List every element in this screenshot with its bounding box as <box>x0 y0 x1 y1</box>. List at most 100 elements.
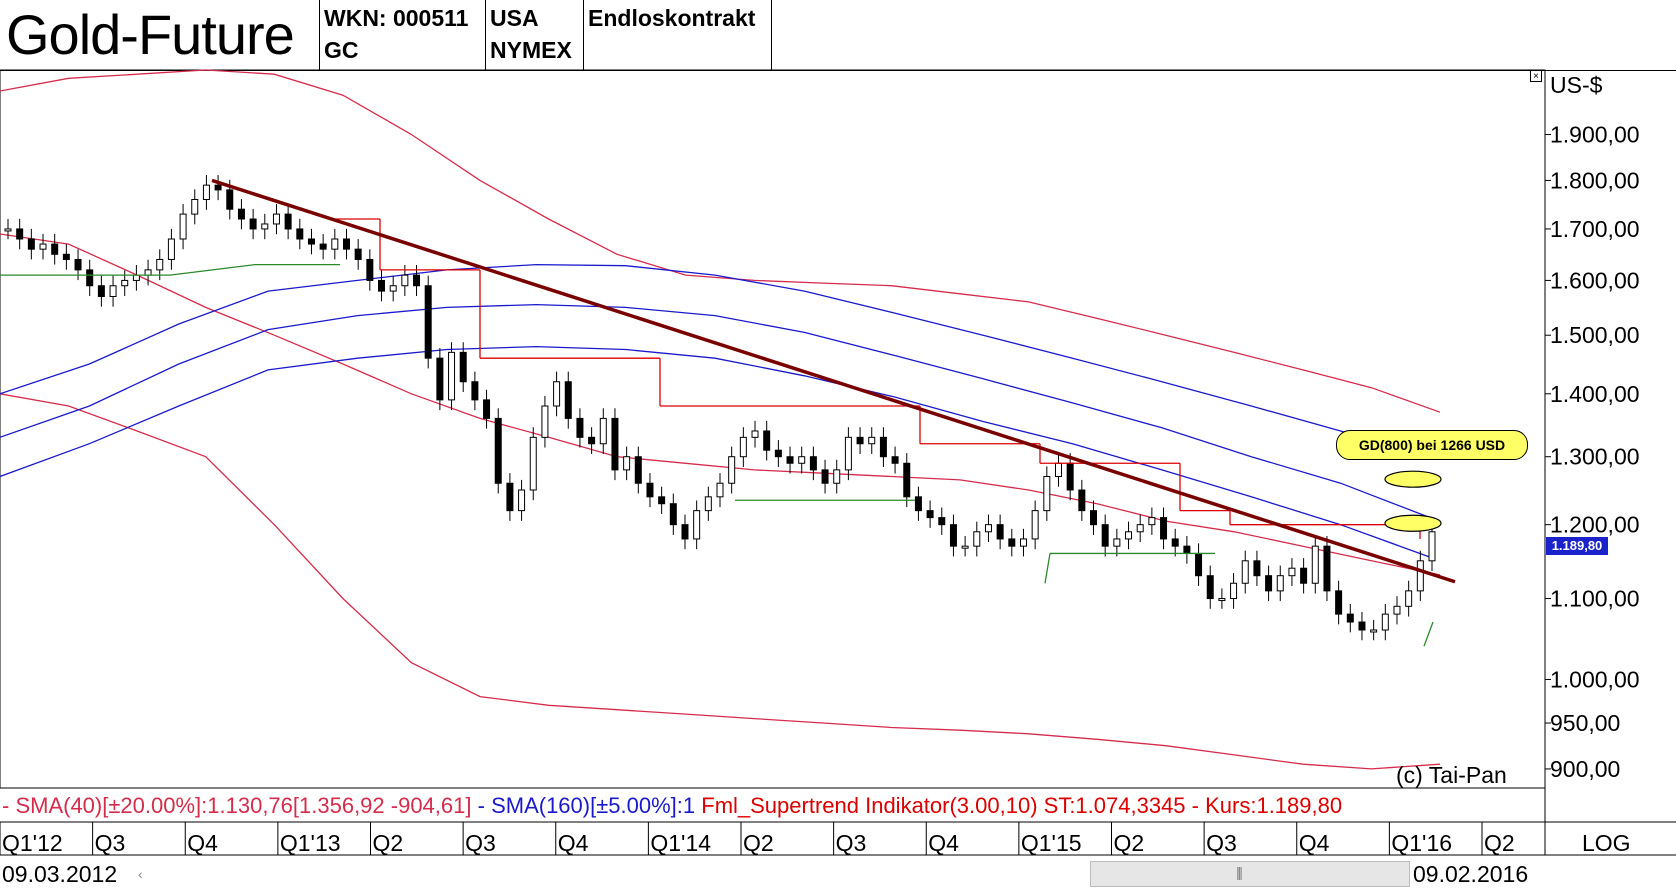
candle-body <box>1300 567 1308 584</box>
x-tick-label: Q3 <box>94 830 126 856</box>
x-tick-label: Q3 <box>835 830 867 856</box>
candle-body <box>506 482 514 512</box>
candle-body <box>599 417 607 445</box>
candle-body <box>984 524 992 533</box>
candle-body <box>1241 560 1249 584</box>
candle-body <box>1416 560 1424 592</box>
candle-body <box>949 524 957 547</box>
candle-body <box>272 213 280 225</box>
candle-body <box>739 436 747 458</box>
candle-body <box>879 436 887 458</box>
x-tick-label: Q1'13 <box>279 830 341 856</box>
candle-body <box>1136 524 1144 533</box>
candle-body <box>1090 510 1098 526</box>
candle-body <box>996 524 1004 540</box>
candle-body <box>763 430 771 451</box>
candle-body <box>1148 517 1156 526</box>
x-tick-label: Q3 <box>1206 830 1237 856</box>
candle-body <box>156 258 164 271</box>
y-tick-label: 1.600,00 <box>1550 267 1640 293</box>
candle-body <box>27 238 35 250</box>
wkn-cell: WKN: 000511 GC <box>320 0 486 70</box>
candle-body <box>1183 545 1191 554</box>
y-tick-label: 1.800,00 <box>1550 167 1640 193</box>
candle-body <box>809 456 817 471</box>
x-tick-label: Q2 <box>372 830 404 856</box>
candle-body <box>144 269 152 276</box>
x-tick-label: Q2 <box>1484 830 1515 856</box>
candle-body <box>1008 538 1016 547</box>
sma40-upper-band <box>0 69 1441 413</box>
candle-body <box>1323 545 1331 592</box>
candle-body <box>226 189 234 210</box>
y-tick-label: 1.900,00 <box>1550 122 1640 148</box>
y-tick-label: 1.500,00 <box>1550 322 1640 348</box>
candle-body <box>86 269 94 287</box>
y-tick-label: 1.000,00 <box>1550 666 1640 692</box>
instrument-title: Gold-Future <box>0 0 320 70</box>
log-scale-toggle[interactable]: LOG <box>1582 830 1631 856</box>
candle-body <box>436 357 444 401</box>
current-price-tag: 1.189,80 <box>1546 537 1608 555</box>
candle-body <box>1405 590 1413 607</box>
sma160-lower-band <box>0 345 1431 558</box>
candle-body <box>914 496 922 512</box>
country-label: USA <box>490 5 539 31</box>
candle-body <box>903 462 911 498</box>
candle-body <box>1346 613 1354 623</box>
indicator-legend: - SMA(40)[±20.00%]:1.130,76[1.356,92 -90… <box>2 793 1342 819</box>
candle-body <box>704 496 712 512</box>
candle-body <box>354 248 362 260</box>
candle-body <box>261 223 269 230</box>
candle-body <box>786 456 794 464</box>
candle-body <box>459 351 467 383</box>
candle-body <box>564 381 572 419</box>
exchange-cell: USA NYMEX <box>486 0 584 70</box>
y-tick-label: 900,00 <box>1550 756 1620 782</box>
x-tick-label: Q4 <box>1298 830 1330 856</box>
y-tick-label: 1.100,00 <box>1550 586 1640 612</box>
candle-body <box>1078 489 1086 512</box>
candle-body <box>1218 598 1226 602</box>
header-bar: Gold-Future WKN: 000511 GC USA NYMEX End… <box>0 0 1676 71</box>
candle-body <box>576 417 584 438</box>
supertrend-up-4 <box>1423 621 1434 647</box>
candle-body <box>926 510 934 519</box>
candle-body <box>693 510 701 540</box>
scroll-grip-icon[interactable]: ||| <box>1236 864 1243 880</box>
candle-body <box>1358 621 1366 631</box>
time-scrollbar[interactable]: ||| <box>1090 861 1410 887</box>
candle-body <box>1288 567 1296 577</box>
scroll-left-icon[interactable]: ‹ <box>138 866 143 882</box>
candle-body <box>401 274 409 287</box>
candle-body <box>237 208 245 220</box>
candle-body <box>413 274 421 287</box>
candle-body <box>389 285 397 292</box>
symbol-label: GC <box>324 37 359 63</box>
candle-body <box>751 430 759 438</box>
candle-body <box>588 436 596 445</box>
candle-body <box>121 279 129 287</box>
scroll-right-icon[interactable]: › <box>1427 866 1432 882</box>
candle-body <box>74 258 82 271</box>
x-tick-label: Q2 <box>743 830 774 856</box>
candle-body <box>891 456 899 464</box>
end-date: 09.02.2016 <box>1413 861 1529 887</box>
x-tick-label: Q1'12 <box>2 830 63 856</box>
candle-body <box>494 417 502 484</box>
close-icon[interactable]: × <box>1530 70 1542 82</box>
candle-body <box>1031 510 1039 540</box>
candle-body <box>342 238 350 250</box>
candle-body <box>1311 545 1319 584</box>
candle-body <box>167 238 175 260</box>
price-marker <box>1384 514 1442 532</box>
legend-kurs: - Kurs:1.189,80 <box>1191 793 1343 818</box>
candle-body <box>4 228 12 232</box>
wkn-label: WKN: 000511 <box>324 5 469 31</box>
candle-body <box>938 517 946 526</box>
candle-body <box>868 436 876 445</box>
candle-body <box>1113 538 1121 547</box>
candle-body <box>844 436 852 471</box>
x-tick-label: Q4 <box>557 830 589 856</box>
